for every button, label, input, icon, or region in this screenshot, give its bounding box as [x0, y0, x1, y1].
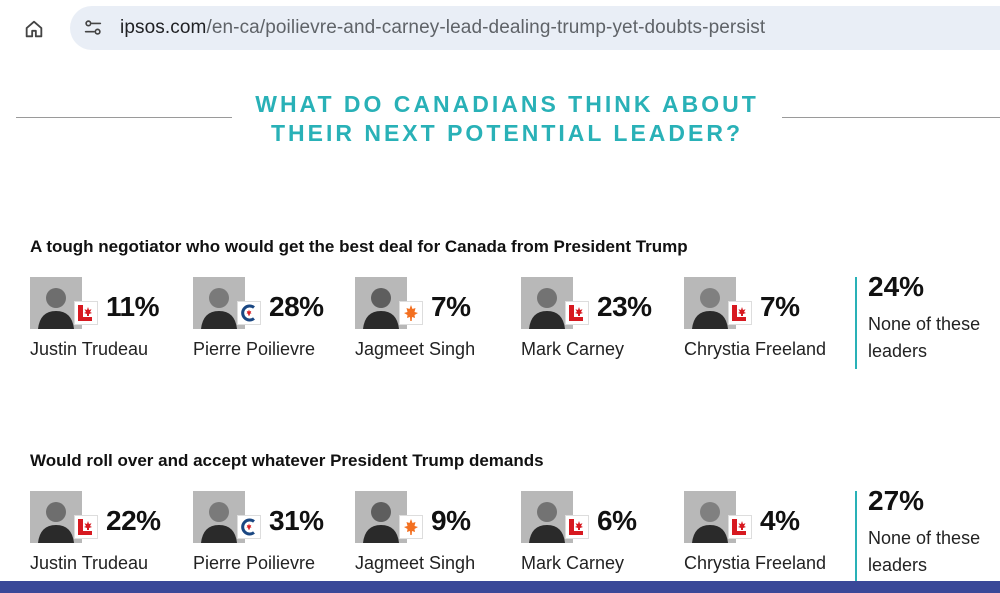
leader-photo [521, 491, 573, 543]
liberal-party-logo-icon [728, 515, 752, 539]
leader-percentage: 28% [269, 291, 324, 322]
leader-percentage: 6% [597, 505, 637, 536]
leader-name: Mark Carney [521, 339, 625, 359]
page-title-line-2: THEIR NEXT POTENTIAL LEADER? [270, 120, 744, 146]
ndp-party-logo-icon [399, 301, 423, 325]
leader-name: Justin Trudeau [30, 553, 149, 573]
conservative-party-logo-icon [237, 515, 261, 539]
page-title: WHAT DO CANADIANS THINK ABOUT THEIR NEXT… [232, 90, 782, 148]
leader-card-chrystia-freeland: 7% Chrystia Freeland [684, 277, 844, 367]
none-label: None of these leaders [868, 528, 981, 575]
liberal-party-logo-icon [74, 515, 98, 539]
home-button[interactable] [18, 14, 50, 44]
leader-photo [193, 277, 245, 329]
url-host: ipsos.com [120, 17, 207, 38]
leader-percentage: 4% [760, 505, 800, 536]
leader-name: Jagmeet Singh [355, 339, 476, 359]
leader-percentage: 11% [106, 291, 160, 322]
none-percentage: 27% [868, 485, 925, 516]
question-title: A tough negotiator who would get the bes… [30, 237, 688, 256]
leader-percentage: 31% [269, 505, 324, 536]
leader-name: Chrystia Freeland [684, 553, 827, 573]
leader-card-pierre-poilievre: 31% Pierre Poilievre [193, 491, 353, 581]
leader-photo [355, 277, 407, 329]
leader-percentage: 23% [597, 291, 652, 322]
leader-name: Pierre Poilievre [193, 553, 316, 573]
leader-percentage: 7% [431, 291, 471, 322]
leader-percentage: 9% [431, 505, 471, 536]
address-bar[interactable]: ipsos.com/en-ca/poilievre-and-carney-lea… [70, 6, 1000, 50]
leader-card-pierre-poilievre: 28% Pierre Poilievre [193, 277, 353, 367]
question-title: Would roll over and accept whatever Pres… [30, 451, 544, 470]
leader-percentage: 7% [760, 291, 800, 322]
leader-percentage: 22% [106, 505, 161, 536]
site-info-icon [84, 20, 102, 35]
leader-card-chrystia-freeland: 4% Chrystia Freeland [684, 491, 844, 581]
footer-band [0, 581, 1000, 593]
leader-card-justin-trudeau: 11% Justin Trudeau [30, 277, 190, 367]
url-text[interactable]: ipsos.com/en-ca/poilievre-and-carney-lea… [120, 17, 765, 39]
ndp-party-logo-icon [399, 515, 423, 539]
url-path: /en-ca/poilievre-and-carney-lead-dealing… [206, 17, 766, 38]
leader-name: Mark Carney [521, 553, 625, 573]
none-percentage: 24% [868, 271, 925, 302]
leader-photo [684, 277, 736, 329]
leader-photo [684, 491, 736, 543]
leader-card-mark-carney: 6% Mark Carney [521, 491, 681, 581]
leader-photo [30, 491, 82, 543]
liberal-party-logo-icon [565, 301, 589, 325]
leader-photo [521, 277, 573, 329]
site-info-button[interactable] [80, 15, 106, 41]
conservative-party-logo-icon [237, 301, 261, 325]
leader-card-jagmeet-singh: 9% Jagmeet Singh [355, 491, 515, 581]
leader-card-jagmeet-singh: 7% Jagmeet Singh [355, 277, 515, 367]
browser-toolbar: ipsos.com/en-ca/poilievre-and-carney-lea… [0, 0, 1000, 58]
page-title-line-1: WHAT DO CANADIANS THINK ABOUT [255, 91, 759, 117]
none-of-these-leaders: 27% None of these leaders [855, 485, 1000, 583]
liberal-party-logo-icon [728, 301, 752, 325]
title-divider-right [782, 117, 1000, 118]
leader-card-mark-carney: 23% Mark Carney [521, 277, 681, 367]
leader-name: Chrystia Freeland [684, 339, 827, 359]
leader-name: Justin Trudeau [30, 339, 149, 359]
leader-name: Jagmeet Singh [355, 553, 476, 573]
home-icon [25, 20, 43, 38]
liberal-party-logo-icon [74, 301, 98, 325]
title-divider-left [16, 117, 232, 118]
leader-card-justin-trudeau: 22% Justin Trudeau [30, 491, 190, 581]
none-label: None of these leaders [868, 314, 981, 361]
leader-name: Pierre Poilievre [193, 339, 316, 359]
leader-photo [193, 491, 245, 543]
liberal-party-logo-icon [565, 515, 589, 539]
leader-photo [355, 491, 407, 543]
leader-photo [30, 277, 82, 329]
none-of-these-leaders: 24% None of these leaders [855, 271, 1000, 369]
